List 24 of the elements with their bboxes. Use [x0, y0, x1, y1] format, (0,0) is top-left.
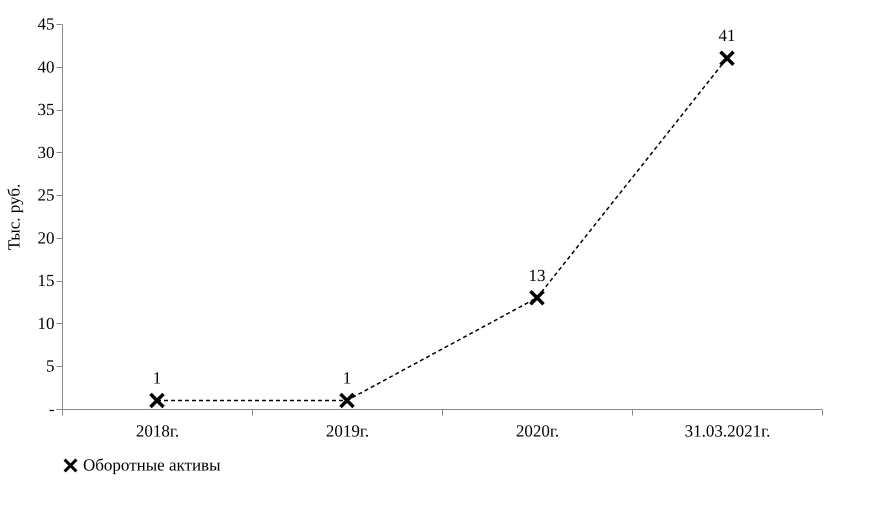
data-label: 13: [528, 266, 546, 285]
x-tick-label: 31.03.2021г.: [684, 422, 770, 440]
data-label: 1: [342, 368, 352, 388]
y-tick-label: -: [48, 400, 55, 418]
y-tick-label: 30: [38, 142, 54, 162]
point: [528, 290, 546, 306]
point: [148, 392, 166, 409]
point: [718, 50, 736, 66]
x-tick-label: 2018г.: [136, 422, 180, 440]
y-tick-label: 10: [38, 314, 54, 333]
legend-label: Оборотные активы: [83, 456, 222, 474]
y-axis-title: Тыс. руб.: [4, 184, 24, 250]
y-tick-label: 40: [38, 57, 54, 76]
y-tick-label: 25: [38, 186, 54, 205]
y-tick-label: 20: [38, 228, 54, 248]
y-tick-label: 5: [46, 356, 54, 376]
y-tick-label: 45: [38, 14, 54, 34]
y-tick-label: 15: [38, 271, 54, 290]
y-tick-label: 35: [38, 100, 54, 120]
data-label: 41: [718, 26, 736, 46]
x-tick-label: 2019г.: [326, 422, 370, 440]
point: [338, 392, 356, 409]
data-label: 1: [152, 368, 162, 388]
x-tick-label: 2020г.: [516, 422, 560, 440]
